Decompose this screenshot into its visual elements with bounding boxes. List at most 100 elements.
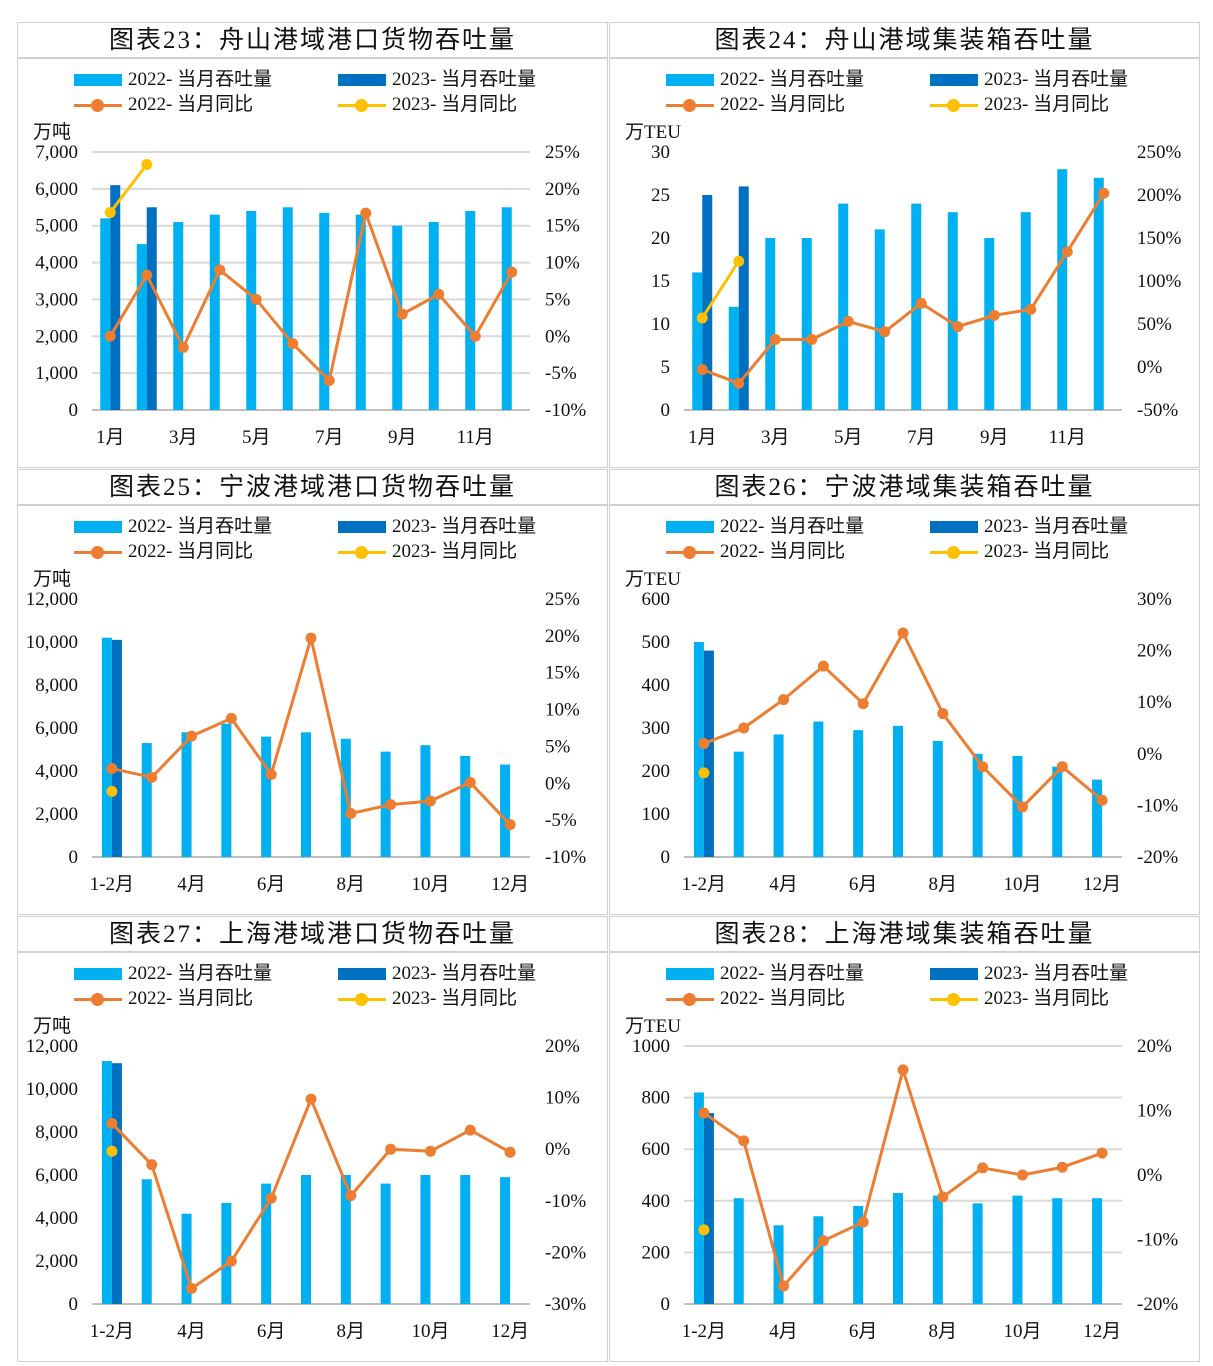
legend-marker bbox=[91, 993, 104, 1006]
legend-label: 2023- 当月同比 bbox=[984, 541, 1110, 562]
legend-swatch bbox=[74, 521, 122, 533]
bar-2022 bbox=[801, 238, 812, 410]
x-tick-label: 6月 bbox=[849, 1321, 878, 1342]
point-2022-yoy bbox=[141, 269, 153, 281]
point-2022-yoy bbox=[385, 1143, 397, 1155]
x-tick-label: 6月 bbox=[257, 1321, 286, 1342]
bar-2022 bbox=[1093, 177, 1104, 410]
y-right-tick-label: 20% bbox=[1137, 1036, 1172, 1057]
y-left-tick-label: 3,000 bbox=[35, 289, 78, 310]
point-2022-yoy bbox=[345, 1190, 357, 1202]
y-axis-unit: 万TEU bbox=[625, 122, 681, 143]
x-tick-label: 1-2月 bbox=[90, 1321, 134, 1342]
bar-2022 bbox=[932, 740, 943, 857]
y-right-tick-label: 100% bbox=[1137, 271, 1182, 292]
y-axis-unit: 万吨 bbox=[33, 569, 72, 590]
y-left-tick-label: 6,000 bbox=[35, 718, 78, 739]
y-left-tick-label: 20 bbox=[651, 228, 670, 249]
x-tick-label: 11月 bbox=[1049, 427, 1086, 448]
legend-marker bbox=[355, 993, 368, 1006]
x-tick-label: 6月 bbox=[257, 874, 286, 895]
point-2023-yoy bbox=[106, 785, 118, 797]
point-2022-yoy bbox=[857, 698, 869, 710]
chart-title: 图表28：上海港域集装箱吞吐量 bbox=[610, 917, 1199, 953]
bar-2022 bbox=[838, 203, 849, 410]
x-tick-label: 10月 bbox=[411, 874, 449, 895]
point-2022-yoy bbox=[287, 338, 299, 350]
point-2022-yoy bbox=[345, 808, 357, 820]
chart-panel: 图表28：上海港域集装箱吞吐量 2022- 当月吞吐量 2023- 当月吞吐量 … bbox=[609, 916, 1200, 1362]
bar-2022 bbox=[813, 721, 824, 857]
y-left-tick-label: 5,000 bbox=[35, 216, 78, 237]
y-left-tick-label: 1000 bbox=[632, 1036, 670, 1057]
y-right-tick-label: -5% bbox=[545, 810, 577, 831]
chart-plot: 12,000 10,000 8,000 6,000 4,000 2,000 0 25% 20% 1… bbox=[26, 589, 587, 895]
y-right-tick-label: 0% bbox=[545, 773, 571, 794]
legend-swatch bbox=[666, 521, 714, 533]
y-right-tick-label: -20% bbox=[1137, 847, 1178, 868]
bar-2022 bbox=[1012, 1195, 1023, 1304]
chart-panel: 图表26：宁波港域集装箱吞吐量 2022- 当月吞吐量 2023- 当月吞吐量 … bbox=[609, 469, 1200, 915]
bar-2022 bbox=[392, 225, 403, 410]
y-right-tick-label: 10% bbox=[545, 253, 580, 274]
bar-2022 bbox=[932, 1195, 943, 1304]
y-left-tick-label: 10,000 bbox=[26, 632, 78, 653]
point-2022-yoy bbox=[225, 712, 237, 724]
bar-2022 bbox=[380, 1183, 391, 1304]
x-tick-label: 10月 bbox=[1003, 1321, 1041, 1342]
x-tick-label: 10月 bbox=[1003, 874, 1041, 895]
bar-2023 bbox=[111, 639, 122, 857]
bar-2022 bbox=[420, 1175, 431, 1304]
point-2022-yoy bbox=[937, 708, 949, 720]
bar-2023 bbox=[703, 650, 714, 857]
point-2023-yoy bbox=[696, 312, 708, 324]
point-2022-yoy bbox=[1056, 761, 1068, 773]
point-2022-yoy bbox=[977, 761, 989, 773]
bar-2022 bbox=[465, 210, 476, 410]
point-2022-yoy bbox=[806, 333, 818, 345]
y-left-tick-label: 0 bbox=[69, 400, 79, 421]
legend-label: 2023- 当月同比 bbox=[392, 988, 518, 1009]
point-2022-yoy bbox=[842, 315, 854, 327]
point-2022-yoy bbox=[952, 321, 964, 333]
y-right-tick-label: 200% bbox=[1137, 185, 1182, 206]
legend-label: 2023- 当月吞吐量 bbox=[984, 516, 1129, 537]
legend-swatch bbox=[338, 968, 386, 980]
bar-2022 bbox=[984, 238, 995, 410]
x-tick-label: 1-2月 bbox=[90, 874, 134, 895]
chart-title: 图表25：宁波港域港口货物吞吐量 bbox=[18, 470, 607, 506]
point-2022-yoy bbox=[250, 293, 262, 305]
x-tick-label: 5月 bbox=[242, 427, 271, 448]
y-right-tick-label: 10% bbox=[545, 1088, 580, 1109]
legend-swatch bbox=[666, 74, 714, 86]
y-right-tick-label: -50% bbox=[1137, 400, 1178, 421]
point-2022-yoy bbox=[778, 1280, 790, 1292]
legend-label: 2022- 当月同比 bbox=[720, 94, 846, 115]
y-left-tick-label: 4,000 bbox=[35, 253, 78, 274]
y-left-tick-label: 400 bbox=[642, 1191, 671, 1212]
point-2022-yoy bbox=[733, 377, 745, 389]
y-right-tick-label: -5% bbox=[545, 363, 577, 384]
bar-2022 bbox=[972, 1203, 983, 1304]
point-2022-yoy bbox=[424, 1145, 436, 1157]
chart-panel: 图表25：宁波港域港口货物吞吐量 2022- 当月吞吐量 2023- 当月吞吐量… bbox=[17, 469, 608, 915]
x-tick-label: 8月 bbox=[929, 1321, 958, 1342]
legend-swatch bbox=[930, 521, 978, 533]
point-2022-yoy bbox=[146, 771, 158, 783]
y-right-tick-label: 10% bbox=[545, 700, 580, 721]
bar-2022 bbox=[765, 238, 776, 410]
point-2022-yoy bbox=[104, 330, 116, 342]
bar-2022 bbox=[1057, 169, 1068, 410]
y-left-tick-label: 15 bbox=[651, 271, 670, 292]
legend-marker bbox=[91, 546, 104, 559]
chart-title: 图表27：上海港域港口货物吞吐量 bbox=[18, 917, 607, 953]
point-2022-yoy bbox=[469, 330, 481, 342]
point-2023-yoy bbox=[141, 159, 153, 171]
chart-title: 图表23：舟山港域港口货物吞吐量 bbox=[18, 23, 607, 59]
y-left-tick-label: 0 bbox=[661, 400, 671, 421]
y-left-tick-label: 4,000 bbox=[35, 761, 78, 782]
y-left-tick-label: 6,000 bbox=[35, 179, 78, 200]
y-left-tick-label: 2,000 bbox=[35, 326, 78, 347]
x-tick-label: 10月 bbox=[411, 1321, 449, 1342]
point-2022-yoy bbox=[988, 309, 1000, 321]
